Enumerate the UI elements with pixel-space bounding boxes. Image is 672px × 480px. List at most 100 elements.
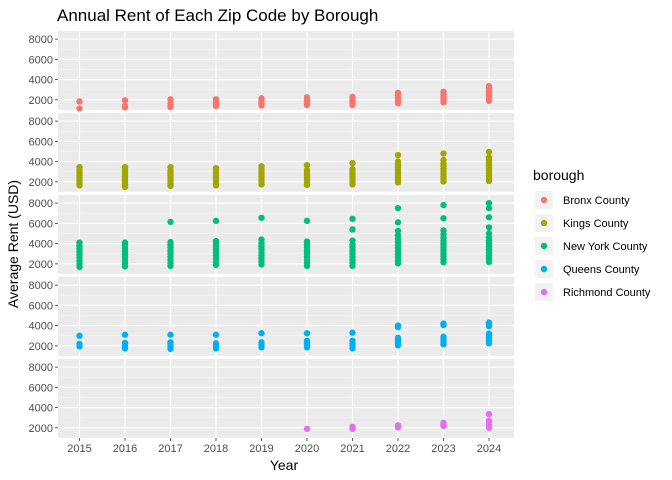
data-point: [485, 148, 493, 156]
x-axis-label: Year: [270, 457, 299, 473]
y-tick-label: 6000: [29, 218, 53, 230]
legend-swatch: [540, 265, 548, 273]
facet-panel: 2000 4000 6000 8000: [29, 359, 514, 439]
data-point: [485, 224, 493, 231]
data-point: [485, 199, 493, 207]
data-point: [349, 329, 356, 336]
data-point: [303, 238, 311, 245]
data-point: [394, 151, 402, 159]
data-point: [167, 218, 174, 226]
y-tick-label: 4000: [29, 239, 53, 251]
data-point: [485, 214, 493, 221]
y-tick-label: 2000: [29, 259, 53, 271]
legend-swatch: [540, 288, 548, 296]
panel-background: [58, 195, 514, 274]
data-point: [485, 330, 493, 337]
data-point: [394, 89, 402, 96]
x-tick-label: 2022: [386, 443, 410, 455]
data-point: [485, 230, 493, 237]
data-point: [212, 217, 220, 225]
y-tick-label: 8000: [29, 116, 53, 128]
legend-label: Bronx County: [563, 195, 630, 207]
data-point: [167, 163, 174, 171]
panel-background: [58, 113, 514, 192]
data-point: [485, 417, 493, 424]
data-point: [76, 340, 83, 348]
data-point: [349, 337, 356, 345]
legend-label: Richmond County: [563, 287, 651, 299]
x-tick-label: 2018: [204, 443, 228, 455]
legend-title: borough: [533, 167, 584, 183]
legend-label: Kings County: [563, 218, 629, 230]
data-point: [440, 156, 447, 164]
x-tick-label: 2023: [431, 443, 455, 455]
data-point: [121, 239, 129, 246]
y-tick-label: 6000: [29, 300, 53, 312]
legend-label: Queens County: [563, 264, 640, 276]
data-point: [485, 154, 493, 161]
data-point: [212, 164, 220, 172]
chart-title: Annual Rent of Each Zip Code by Borough: [57, 6, 378, 25]
data-point: [76, 98, 83, 105]
data-point: [121, 102, 129, 110]
data-point: [349, 237, 356, 244]
facet-panel: 2000 4000 6000 8000: [29, 31, 514, 112]
y-tick-label: 8000: [29, 198, 53, 210]
y-tick-label: 4000: [29, 157, 53, 169]
data-point: [121, 97, 129, 104]
x-axis: 2015 2016 2017 2018 2019 2020 2021 2022 2023 2024: [67, 438, 501, 455]
data-point: [440, 333, 447, 340]
facet-panel: 2000 4000 6000 8000: [29, 277, 514, 357]
y-tick-label: 4000: [29, 75, 53, 87]
x-tick-label: 2024: [477, 443, 501, 455]
data-point: [258, 162, 265, 170]
x-tick-label: 2020: [295, 443, 319, 455]
data-point: [394, 158, 402, 165]
data-point: [258, 236, 265, 243]
legend-item: Bronx County: [535, 191, 630, 209]
legend-swatch: [540, 196, 548, 204]
data-point: [258, 339, 265, 346]
data-point: [349, 215, 356, 223]
data-point: [303, 337, 311, 345]
data-point: [167, 96, 174, 103]
facet-panels: 2000 4000 6000 8000 2000 4000 6000 8000 2000 4000…: [29, 31, 514, 439]
x-tick-label: 2021: [340, 443, 364, 455]
y-axis-label: Average Rent (USD): [5, 180, 21, 308]
x-tick-label: 2019: [249, 443, 273, 455]
data-point: [485, 82, 493, 90]
y-tick-label: 2000: [29, 177, 53, 189]
y-tick-label: 8000: [29, 280, 53, 292]
data-point: [76, 105, 83, 112]
data-point: [440, 227, 447, 234]
data-point: [440, 150, 447, 157]
data-point: [303, 330, 311, 337]
y-tick-label: 2000: [29, 341, 53, 353]
legend-swatch: [540, 242, 548, 250]
data-point: [258, 95, 265, 102]
data-point: [394, 204, 402, 212]
data-point: [212, 340, 220, 347]
legend-item: Queens County: [535, 260, 640, 278]
y-tick-label: 6000: [29, 54, 53, 66]
data-point: [303, 94, 311, 101]
y-tick-label: 2000: [29, 95, 53, 107]
x-tick-label: 2016: [113, 443, 137, 455]
data-point: [303, 217, 311, 225]
data-point: [349, 423, 356, 431]
data-point: [394, 422, 402, 429]
data-point: [349, 93, 356, 101]
data-point: [485, 204, 493, 212]
y-tick-label: 4000: [29, 403, 53, 415]
data-point: [394, 232, 402, 239]
data-point: [440, 201, 447, 209]
panel-background: [58, 359, 514, 438]
legend-item: New York County: [535, 237, 648, 255]
legend-label: New York County: [563, 241, 648, 253]
data-point: [440, 320, 447, 327]
legend-item: Richmond County: [535, 283, 651, 301]
data-point: [440, 88, 447, 95]
y-tick-label: 8000: [29, 34, 53, 46]
data-point: [349, 226, 356, 233]
